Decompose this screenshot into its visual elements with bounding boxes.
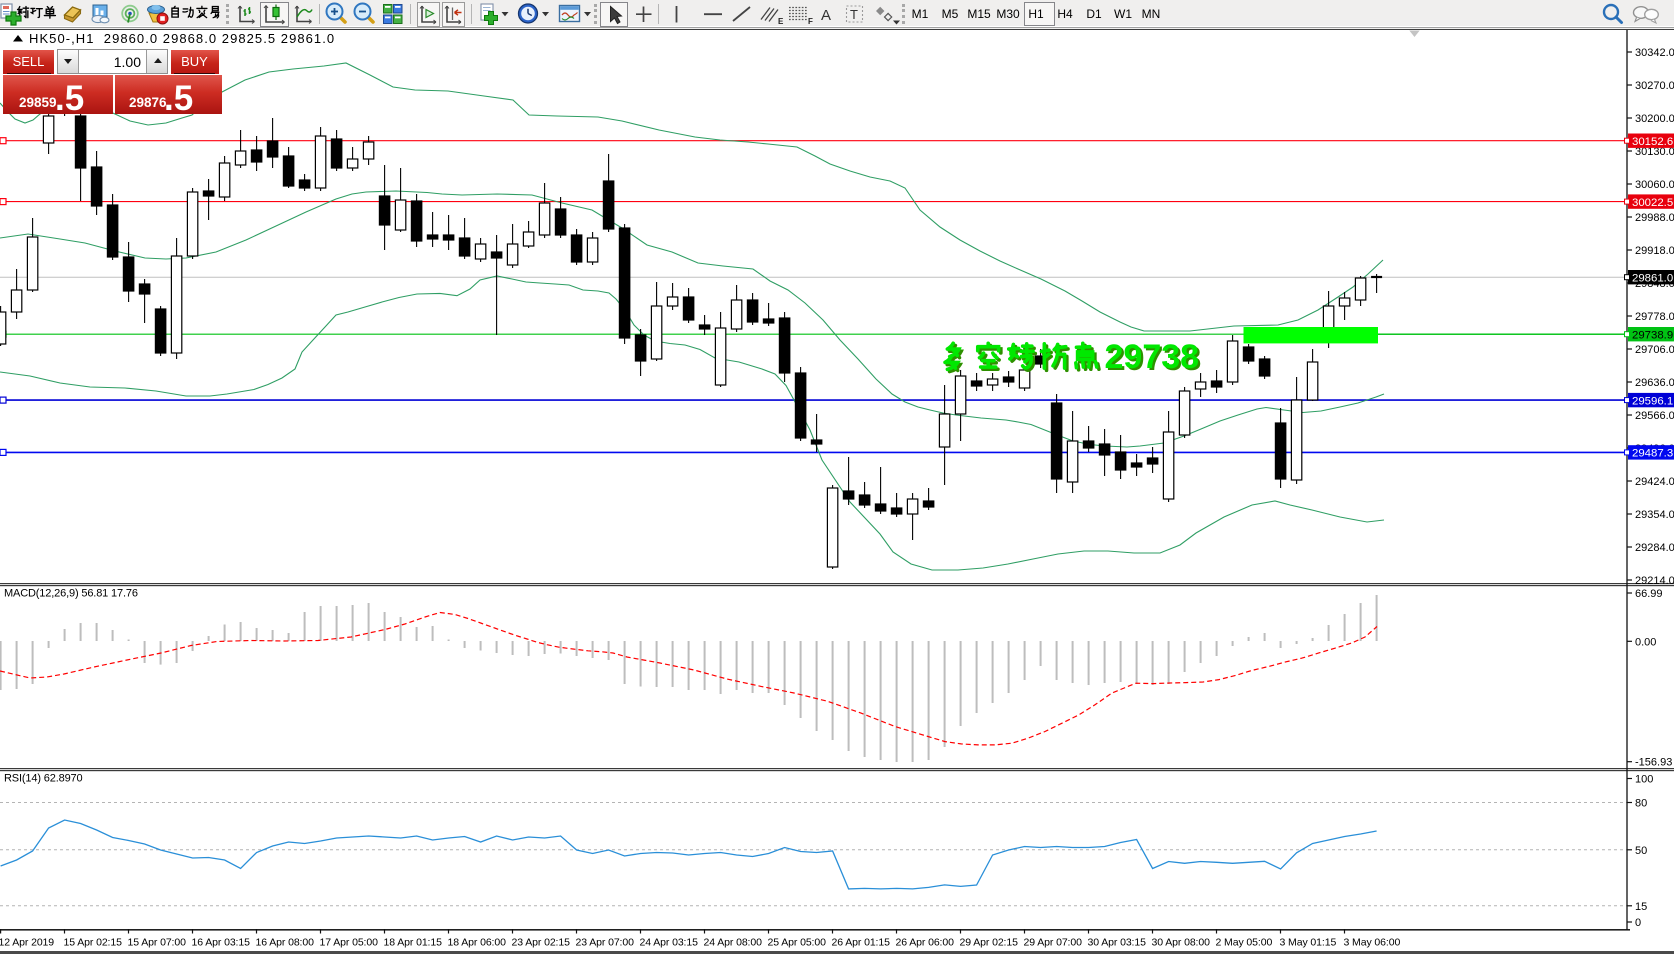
svg-text:23 Apr 07:00: 23 Apr 07:00 <box>576 937 635 949</box>
svg-text:18 Apr 06:00: 18 Apr 06:00 <box>448 937 507 949</box>
svg-text:30200.0: 30200.0 <box>1635 113 1674 125</box>
svg-text:12 Apr 2019: 12 Apr 2019 <box>0 937 54 949</box>
svg-text:30 Apr 08:00: 30 Apr 08:00 <box>1152 937 1211 949</box>
svg-text:29738: 29738 <box>1105 338 1200 376</box>
svg-text:29354.0: 29354.0 <box>1635 509 1674 521</box>
svg-text:26 Apr 06:00: 26 Apr 06:00 <box>896 937 955 949</box>
svg-text:18 Apr 01:15: 18 Apr 01:15 <box>384 937 443 949</box>
svg-text:80: 80 <box>1635 798 1647 810</box>
svg-text:15 Apr 07:00: 15 Apr 07:00 <box>128 937 187 949</box>
svg-text:A: A <box>821 7 831 24</box>
svg-text:29566.0: 29566.0 <box>1635 410 1674 422</box>
svg-text:17 Apr 05:00: 17 Apr 05:00 <box>320 937 379 949</box>
svg-text:29738: 29738 <box>1107 340 1202 378</box>
svg-text:29918.0: 29918.0 <box>1635 245 1674 257</box>
svg-text:29636.0: 29636.0 <box>1635 377 1674 389</box>
svg-text:29214.0: 29214.0 <box>1635 575 1674 587</box>
svg-text:0.00: 0.00 <box>1635 636 1656 648</box>
svg-text:30342.0: 30342.0 <box>1635 47 1674 59</box>
svg-text:MACD(12,26,9) 56.81 17.76: MACD(12,26,9) 56.81 17.76 <box>4 588 138 600</box>
svg-text:2 May 05:00: 2 May 05:00 <box>1216 937 1273 949</box>
svg-text:100: 100 <box>1635 774 1653 786</box>
svg-text:3 May 06:00: 3 May 06:00 <box>1344 937 1401 949</box>
svg-text:29778.0: 29778.0 <box>1635 311 1674 323</box>
svg-text:29988.0: 29988.0 <box>1635 212 1674 224</box>
svg-text:23 Apr 02:15: 23 Apr 02:15 <box>512 937 571 949</box>
svg-text:24 Apr 08:00: 24 Apr 08:00 <box>704 937 763 949</box>
svg-text:50: 50 <box>1635 845 1647 857</box>
svg-text:HK50-,H1 29860.0 29868.0 2982: HK50-,H1 29860.0 29868.0 29825.5 29861.0 <box>29 31 335 46</box>
svg-text:66.99: 66.99 <box>1635 588 1663 600</box>
svg-text:29 Apr 02:15: 29 Apr 02:15 <box>960 937 1019 949</box>
svg-text:29861.0: 29861.0 <box>1632 272 1673 284</box>
svg-text:15: 15 <box>1635 901 1647 913</box>
svg-text:RSI(14) 62.8970: RSI(14) 62.8970 <box>4 773 82 785</box>
svg-text:24 Apr 03:15: 24 Apr 03:15 <box>640 937 699 949</box>
svg-text:0: 0 <box>1635 917 1641 929</box>
svg-text:T: T <box>850 7 858 22</box>
svg-text:30130.0: 30130.0 <box>1635 146 1674 158</box>
svg-text:25 Apr 05:00: 25 Apr 05:00 <box>768 937 827 949</box>
svg-text:3 May 01:15: 3 May 01:15 <box>1280 937 1337 949</box>
svg-text:F: F <box>808 17 813 26</box>
svg-text:30270.0: 30270.0 <box>1635 80 1674 92</box>
svg-text:29284.0: 29284.0 <box>1635 542 1674 554</box>
svg-text:E: E <box>778 17 784 26</box>
svg-text:29706.0: 29706.0 <box>1635 344 1674 356</box>
svg-text:29738.9: 29738.9 <box>1632 329 1673 341</box>
svg-text:15 Apr 02:15: 15 Apr 02:15 <box>64 937 123 949</box>
svg-text:16 Apr 03:15: 16 Apr 03:15 <box>192 937 251 949</box>
svg-text:16 Apr 08:00: 16 Apr 08:00 <box>256 937 315 949</box>
svg-text:30 Apr 03:15: 30 Apr 03:15 <box>1088 937 1147 949</box>
svg-text:29424.0: 29424.0 <box>1635 476 1674 488</box>
svg-text:30022.5: 30022.5 <box>1632 197 1673 209</box>
svg-text:30060.0: 30060.0 <box>1635 179 1674 191</box>
svg-text:-156.93: -156.93 <box>1635 757 1672 769</box>
svg-text:26 Apr 01:15: 26 Apr 01:15 <box>832 937 891 949</box>
svg-text:29487.3: 29487.3 <box>1632 448 1673 460</box>
svg-text:30152.6: 30152.6 <box>1632 136 1673 148</box>
svg-text:29596.1: 29596.1 <box>1632 395 1673 407</box>
svg-text:29 Apr 07:00: 29 Apr 07:00 <box>1024 937 1083 949</box>
